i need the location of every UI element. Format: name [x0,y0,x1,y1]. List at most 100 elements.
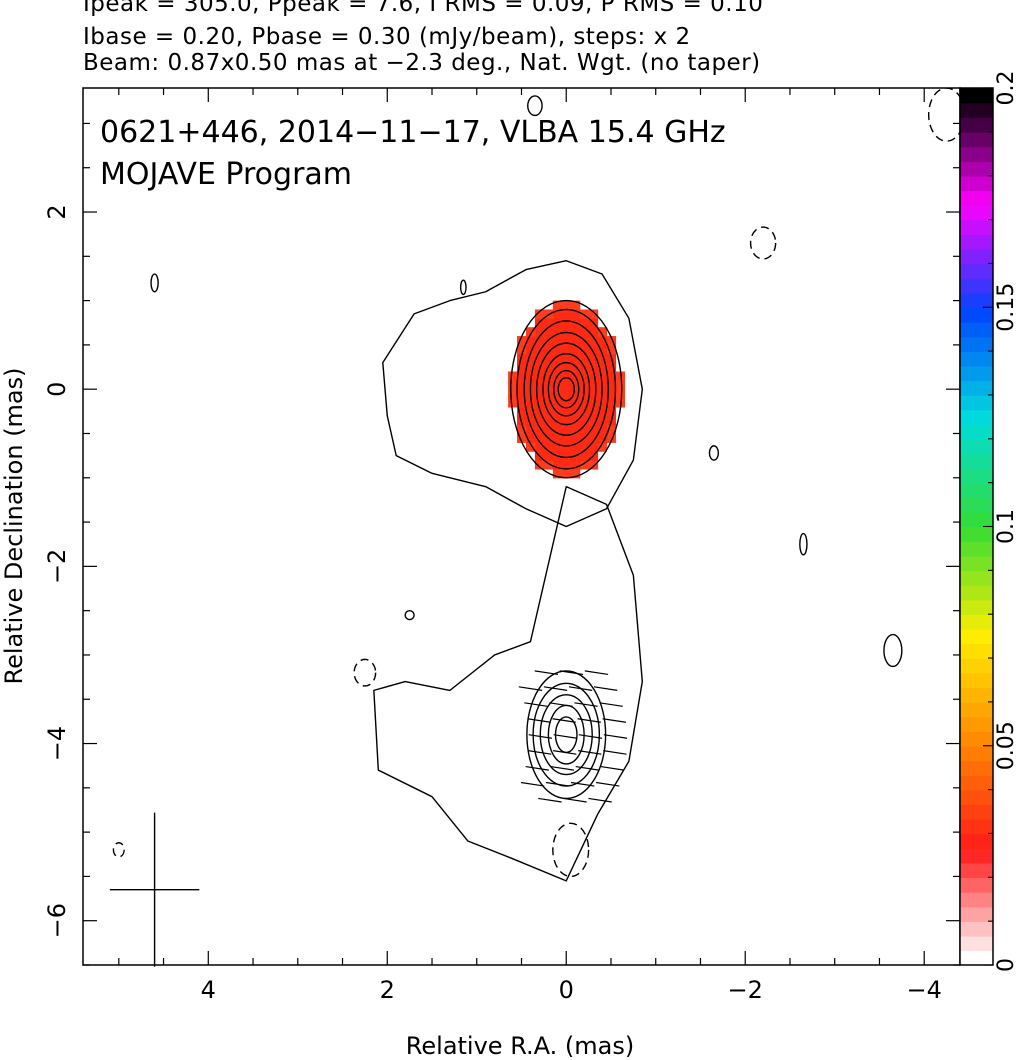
polarization-pixel [588,362,599,373]
polarization-pixel [534,353,545,364]
polarization-pixel [508,380,518,390]
polarization-pixel [517,415,527,426]
polarization-pixel [561,300,572,311]
polarization-pixel [570,424,581,435]
colorbar-cell [960,204,993,221]
polarization-pixel [525,327,536,337]
colorbar-cell [960,161,993,177]
contour-southern-component [539,694,593,776]
x-tick-label: 0 [559,976,574,1004]
negative-contour [927,88,960,142]
header-beam-line: Beam: 0.87x0.50 mas at −2.3 deg., Nat. W… [83,50,761,76]
colorbar-cell [960,716,993,732]
colorbar-tick-label: 0.2 [994,71,1019,106]
polarization-pixel [534,336,545,346]
polarization-pixel [579,318,590,328]
polarization-pixel [534,442,545,452]
polarization-pixel [579,415,590,426]
polarization-pixel [579,371,590,381]
polarization-pixel [517,424,527,435]
evpa-vector [574,702,598,707]
plot-frame [82,87,961,966]
polarization-pixel [588,380,599,390]
polarization-pixel [561,309,572,319]
polarization-pixel [552,415,563,426]
negative-contour [353,658,377,687]
evpa-vector [593,686,618,691]
evpa-vector [545,781,570,787]
chart-subtitle: MOJAVE Program [100,157,352,192]
polarization-pixel [525,362,536,373]
polarization-pixel [606,371,617,381]
polarization-pixel [534,424,545,435]
colorbar-cell [960,292,993,309]
colorbar-cell [960,511,993,528]
polarization-pixel [597,344,608,355]
polarization-pixel [561,424,572,435]
polarization-pixel [597,406,608,417]
polarization-pixel [588,371,599,381]
colorbar-cell [960,877,993,893]
polarization-pixel [508,389,518,399]
outer-contour-south [373,485,644,882]
polarization-pixel [534,415,545,426]
evpa-vector [553,750,577,755]
polarization-pixel [534,389,545,399]
polarization-pixel [570,389,581,399]
contour-core [523,320,610,459]
polarization-pixel [579,327,590,337]
polarization-pixel [597,433,608,443]
polarization-pixel [615,389,626,399]
colorbar-cell [960,804,993,820]
noise-contour [799,532,808,556]
polarization-pixel [534,309,545,319]
polarization-pixel [588,353,599,364]
polarization-pixel [517,371,527,381]
polarization-pixel [606,344,617,355]
polarization-pixel [525,433,536,443]
negative-contour [112,842,125,858]
y-axis-label: Relative Declination (mas) [0,367,28,684]
polarization-pixel [606,398,617,408]
contour-core [547,361,585,417]
colorbar-cell [960,570,993,586]
polarization-pixel [570,344,581,355]
polarization-pixel [543,318,554,328]
colorbar-cell [960,672,993,689]
polarization-pixel [517,362,527,373]
polarization-pixel [561,344,572,355]
colorbar-cell [960,862,993,879]
noise-contour [150,273,159,293]
polarization-pixel [552,442,563,452]
contour-core [529,331,603,447]
polarization-pixel [615,371,626,381]
contour-core [510,299,623,479]
evpa-vector [584,670,609,676]
chart-title: 0621+446, 2014−11−17, VLBA 15.4 GHz [100,115,726,150]
evpa-vector [596,781,620,787]
evpa-vector [534,670,559,676]
evpa-vector [549,702,573,707]
colorbar-cell [960,175,993,192]
polarization-pixel [517,389,527,399]
polarization-pixel [543,460,554,470]
polarization-pixel [579,398,590,408]
contour-southern-component [532,682,601,787]
polarization-pixel [606,424,617,435]
colorbar-cell [960,614,993,630]
y-tick-label: 0 [43,382,71,397]
polarization-pixel [615,380,626,390]
colorbar-cell [960,307,993,323]
contour-core [557,376,575,402]
polarization-pixel [543,336,554,346]
polarization-pixel [588,309,599,319]
polarization-pixel [552,362,563,373]
negative-contour [749,226,777,260]
colorbar-cell [960,351,993,367]
polarization-pixel [597,398,608,408]
polarization-pixel [534,380,545,390]
polarization-pixel [579,460,590,470]
polarization-pixel [525,442,536,452]
evpa-vector [568,686,593,691]
polarization-pixel [552,353,563,364]
